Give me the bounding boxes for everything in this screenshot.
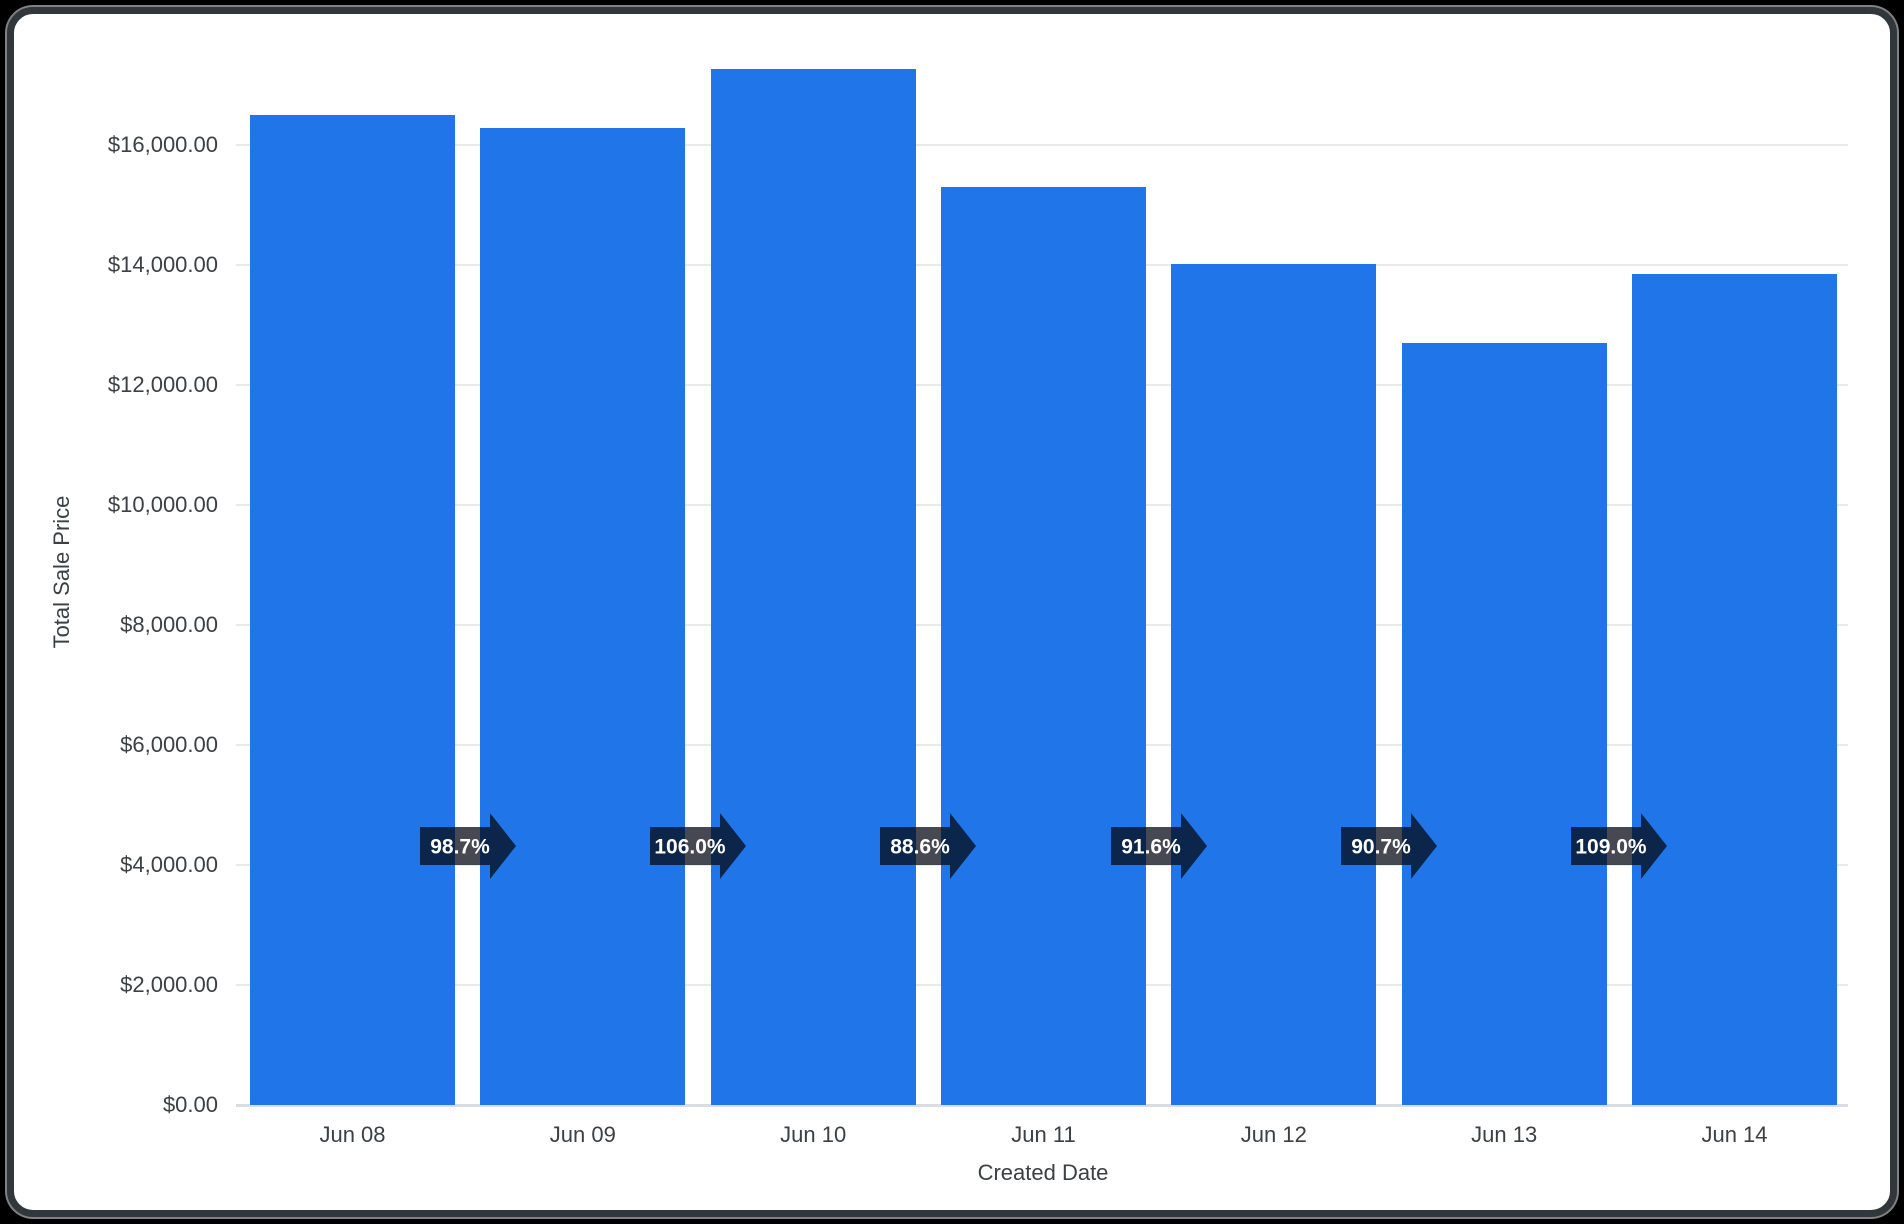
growth-percent-label: 88.6% — [891, 836, 951, 859]
growth-percent-label: 91.6% — [1121, 836, 1181, 859]
arrow-shape — [880, 813, 977, 879]
y-tick-label: $12,000.00 — [107, 372, 218, 397]
arrow-shape — [649, 813, 746, 879]
bar-jun-08[interactable] — [250, 115, 455, 1105]
x-tick-label: Jun 12 — [1240, 1122, 1307, 1147]
bar-jun-14[interactable] — [1631, 273, 1837, 1105]
x-tick-label: Jun 08 — [319, 1122, 386, 1147]
y-tick-label: $14,000.00 — [107, 252, 218, 277]
x-tick-label: Jun 10 — [780, 1122, 847, 1147]
bar-jun-09[interactable] — [480, 127, 686, 1105]
y-tick-label: $16,000.00 — [107, 132, 218, 157]
y-tick-label: $2,000.00 — [120, 972, 218, 997]
growth-percent-label: 106.0% — [654, 836, 726, 859]
gridline — [236, 144, 1848, 146]
y-tick-label: $8,000.00 — [120, 612, 218, 637]
growth-percent-label: 90.7% — [1351, 836, 1411, 859]
arrow-shape — [1571, 813, 1668, 879]
y-tick-label: $6,000.00 — [120, 732, 218, 757]
y-tick-label: $10,000.00 — [107, 492, 218, 517]
bar-jun-12[interactable] — [1171, 264, 1377, 1105]
x-axis-baseline — [236, 1104, 1848, 1107]
growth-percent-label: 98.7% — [430, 836, 490, 859]
x-tick-label: Jun 09 — [549, 1122, 616, 1147]
growth-arrow: 90.7% — [1340, 813, 1437, 879]
x-tick-label: Jun 14 — [1701, 1122, 1768, 1147]
arrow-shape — [1110, 813, 1207, 879]
arrow-shape — [1340, 813, 1437, 879]
growth-arrow: 109.0% — [1571, 813, 1668, 879]
y-axis-title: Total Sale Price — [49, 495, 74, 649]
arrow-shape — [419, 813, 516, 879]
y-tick-label: $0.00 — [162, 1092, 218, 1117]
growth-arrow: 88.6% — [880, 813, 977, 879]
growth-arrow: 91.6% — [1110, 813, 1207, 879]
y-tick-label: $4,000.00 — [120, 852, 218, 877]
growth-arrow: 106.0% — [649, 813, 746, 879]
x-axis-title: Created Date — [977, 1160, 1109, 1185]
bar-jun-13[interactable] — [1401, 342, 1607, 1105]
growth-percent-label: 109.0% — [1576, 836, 1648, 859]
growth-arrow: 98.7% — [419, 813, 516, 879]
x-tick-label: Jun 11 — [1011, 1122, 1076, 1147]
bar-jun-10[interactable] — [710, 69, 916, 1105]
bar-jun-11[interactable] — [940, 187, 1146, 1105]
x-tick-label: Jun 13 — [1471, 1122, 1538, 1147]
